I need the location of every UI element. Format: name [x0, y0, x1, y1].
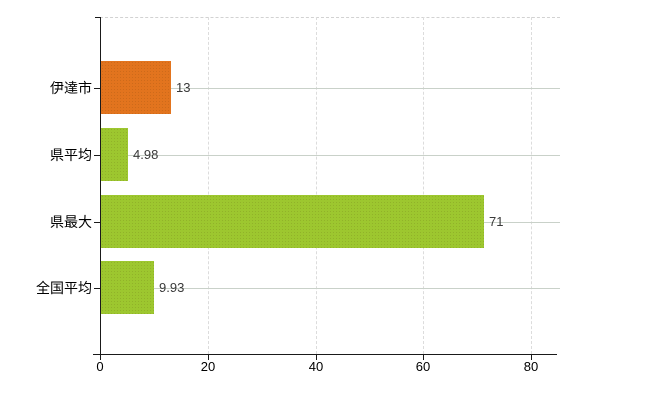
x-axis-tick-label: 40 [308, 359, 324, 374]
x-axis-tick [316, 355, 317, 360]
y-axis-top-cap [95, 17, 101, 18]
category-label: 全国平均 [36, 280, 92, 296]
vertical-gridline [423, 17, 424, 354]
value-label: 13 [176, 80, 191, 95]
y-axis-tick [94, 155, 100, 156]
bar [101, 261, 154, 314]
x-axis-tick [208, 355, 209, 360]
bar [101, 128, 128, 181]
value-label: 4.98 [133, 147, 159, 162]
x-axis-tick [531, 355, 532, 360]
horizontal-gridline [100, 88, 560, 89]
category-label: 県最大 [50, 214, 92, 230]
vertical-gridline [531, 17, 532, 354]
y-axis-tick [94, 222, 100, 223]
x-axis-tick-label: 0 [96, 359, 104, 374]
x-axis-tick-label: 80 [523, 359, 539, 374]
category-label: 伊達市 [50, 80, 92, 96]
horizontal-gridline [100, 155, 560, 156]
x-axis-tick [423, 355, 424, 360]
vertical-gridline [316, 17, 317, 354]
y-axis-tick [94, 88, 100, 89]
y-axis-tick [94, 288, 100, 289]
value-label: 71 [489, 214, 504, 229]
category-label: 県平均 [50, 147, 92, 163]
bar [101, 61, 171, 114]
bar [101, 195, 484, 248]
x-axis-tick-label: 60 [415, 359, 431, 374]
value-label: 9.93 [159, 280, 185, 295]
x-axis-tick-label: 20 [200, 359, 216, 374]
plot-area: 13 4.98 71 9.93 [100, 17, 560, 354]
y-axis [100, 17, 101, 360]
x-axis [93, 354, 557, 355]
vertical-gridline [208, 17, 209, 354]
plot-top-border [100, 17, 560, 18]
horizontal-gridline [100, 288, 560, 289]
